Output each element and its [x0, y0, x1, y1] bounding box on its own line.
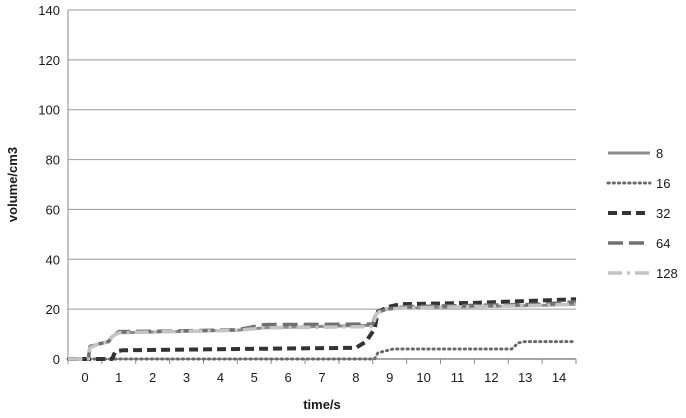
x-tick-label-2: 2: [149, 370, 156, 385]
legend-label-32: 32: [656, 206, 670, 221]
x-tick-label-11: 11: [451, 370, 465, 385]
x-tick-label-1: 1: [115, 370, 122, 385]
x-tick-label-14: 14: [552, 370, 566, 385]
legend-label-128: 128: [656, 266, 678, 281]
gridlines: [68, 9, 576, 310]
x-tick-label-10: 10: [416, 370, 430, 385]
y-tick-label-40: 40: [46, 252, 60, 267]
y-tick-label-0: 0: [53, 352, 60, 367]
x-tick-label-6: 6: [285, 370, 292, 385]
x-tick-label-9: 9: [386, 370, 393, 385]
legend-label-64: 64: [656, 236, 670, 251]
y-tick-label-100: 100: [38, 103, 60, 118]
x-tick-label-4: 4: [217, 370, 224, 385]
x-tick-label-13: 13: [518, 370, 532, 385]
y-tick-label-80: 80: [46, 153, 60, 168]
series-line-16: [66, 340, 578, 361]
legend-label-8: 8: [656, 146, 663, 161]
x-axis-label: time/s: [303, 397, 341, 412]
y-tick-label-20: 20: [46, 302, 60, 317]
series-group: [66, 297, 578, 361]
y-axis-label: volume/cm3: [5, 147, 20, 222]
y-tick-label-60: 60: [46, 202, 60, 217]
y-tick-label-120: 120: [38, 53, 60, 68]
x-tick-label-7: 7: [318, 370, 325, 385]
series-line-64: [68, 299, 577, 361]
legend: 8 16 32 64 128: [606, 146, 678, 281]
x-tick-label-8: 8: [352, 370, 359, 385]
legend-label-16: 16: [656, 176, 670, 191]
x-tick-label-5: 5: [251, 370, 258, 385]
y-tick-label-140: 140: [38, 3, 60, 18]
series-line-128: [68, 302, 577, 361]
x-tick-label-12: 12: [484, 370, 498, 385]
x-tick-label-0: 0: [81, 370, 88, 385]
x-tick-label-3: 3: [183, 370, 190, 385]
